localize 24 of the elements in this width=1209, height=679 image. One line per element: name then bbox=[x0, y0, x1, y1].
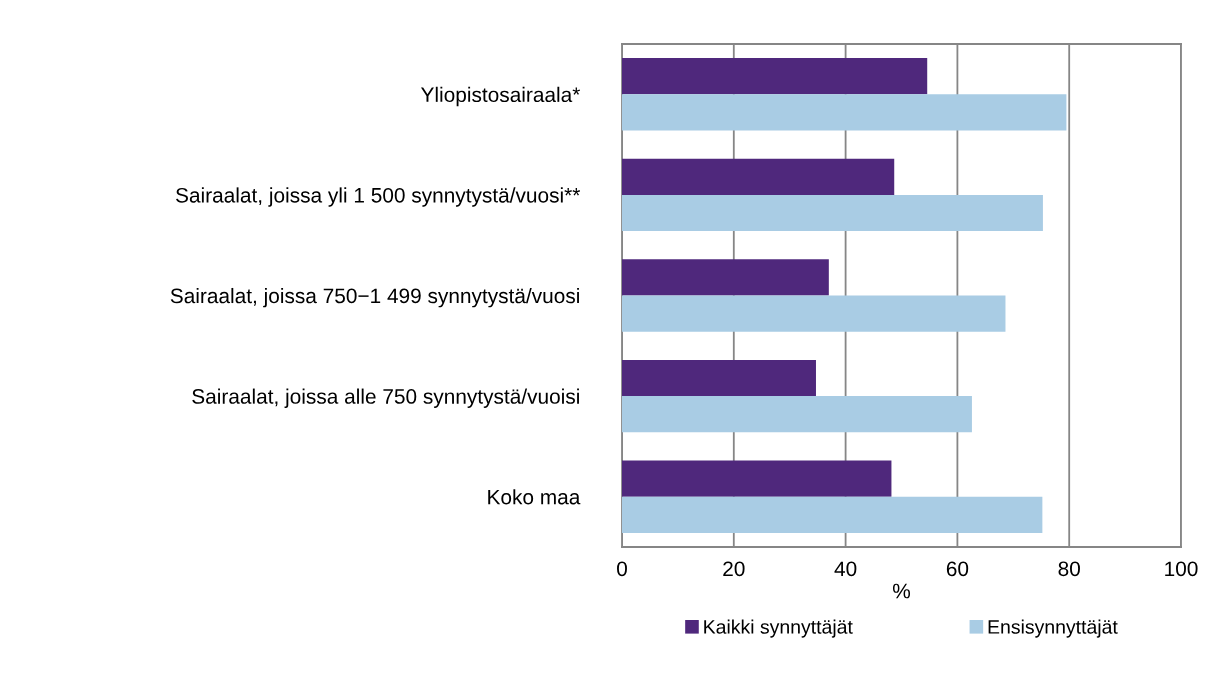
bar bbox=[622, 158, 895, 195]
y-tick-label: Yliopistosairaala* bbox=[420, 86, 581, 107]
x-tick-label: 20 bbox=[723, 561, 745, 577]
x-tick-label: 80 bbox=[1058, 561, 1080, 577]
bar bbox=[622, 396, 972, 433]
y-tick-label: Sairaalat, joissa 750−1 499 synnytystä/vuosi bbox=[170, 287, 579, 308]
legend-label: Ensisynnyttäjät bbox=[988, 619, 1118, 638]
x-tick-label: 60 bbox=[946, 561, 969, 577]
bar bbox=[622, 295, 1006, 332]
bar bbox=[622, 496, 1043, 533]
x-tick-label: 100 bbox=[1165, 561, 1198, 577]
bar bbox=[622, 58, 928, 95]
legend-label: Kaikki synnyttäjät bbox=[704, 619, 853, 638]
bar bbox=[622, 359, 816, 397]
bar bbox=[622, 194, 1043, 232]
bar bbox=[622, 460, 892, 497]
x-tick-label: 0 bbox=[617, 561, 627, 577]
y-tick-label: Sairaalat, joissa yli 1 500 synnytystä/vuosi** bbox=[176, 187, 581, 207]
x-tick-label: 40 bbox=[834, 561, 857, 577]
bar bbox=[622, 94, 1067, 131]
bar bbox=[622, 259, 829, 296]
y-tick-label: Sairaalat, joissa alle 750 synnytystä/vuoisi bbox=[192, 388, 579, 408]
x-axis-title: % bbox=[892, 583, 911, 599]
y-tick-label: Koko maa bbox=[488, 489, 581, 505]
